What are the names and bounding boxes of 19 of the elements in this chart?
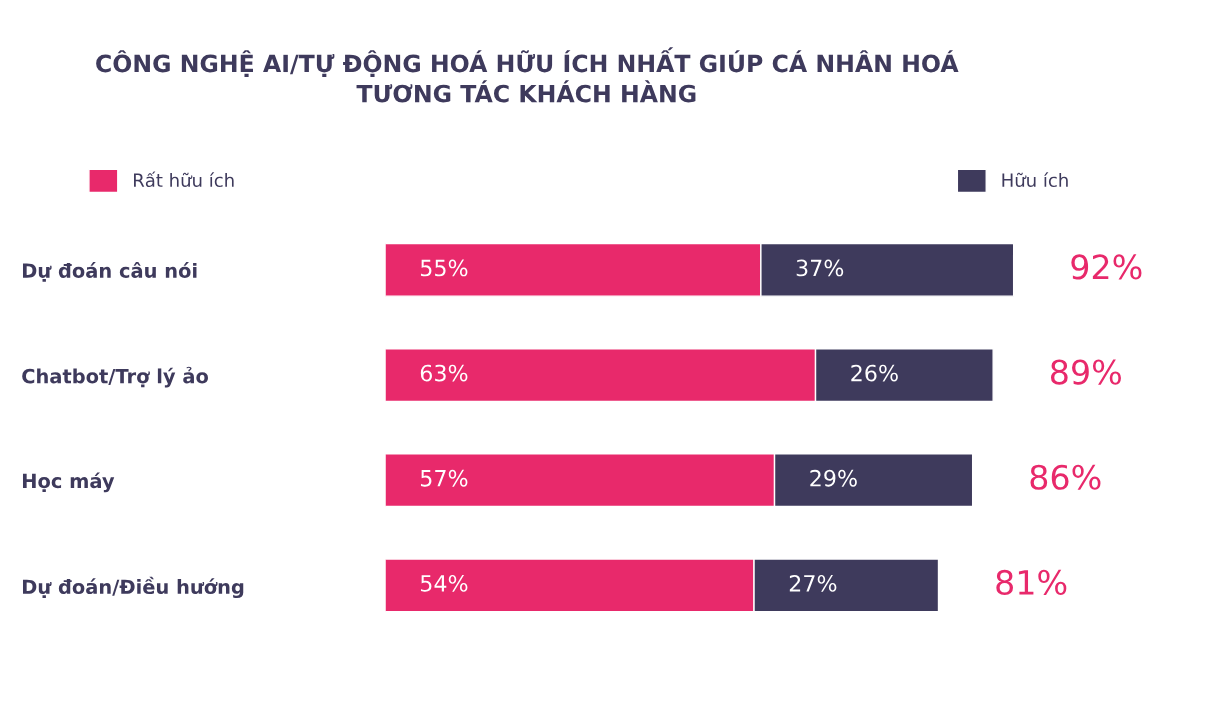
y-tick-label: Dự đoán câu nói — [23, 262, 197, 282]
data-label: 55% — [420, 259, 468, 277]
total-label: 86% — [1030, 464, 1101, 490]
y-tick-label: Chatbot/Trợ lý ảo — [22, 366, 209, 388]
data-label: 63% — [420, 364, 468, 382]
total-label: 81% — [996, 569, 1067, 596]
y-tick-label: Học máy — [23, 472, 115, 493]
total-label: 89% — [1050, 359, 1121, 385]
data-label: 27% — [789, 574, 837, 592]
total-label: 92% — [1071, 254, 1142, 280]
data-label: 57% — [420, 469, 468, 487]
data-label: 54% — [420, 574, 468, 592]
legend-label: Hữu ích — [1002, 172, 1068, 188]
legend-label: Rất hữu ích — [134, 171, 234, 188]
y-tick-label: Dự đoán/Điều hướng — [23, 576, 244, 599]
data-label: 37% — [796, 259, 844, 277]
chart-title: CÔNG NGHỆ AI/TỰ ĐỘNG HOÁ HỮU ÍCH NHẤT GIÚP CÁ NHÂN HOÁ TƯƠNG TÁC KHÁCH HÀNG — [96, 47, 959, 103]
data-label: 29% — [810, 469, 857, 487]
data-label: 26% — [851, 364, 898, 382]
